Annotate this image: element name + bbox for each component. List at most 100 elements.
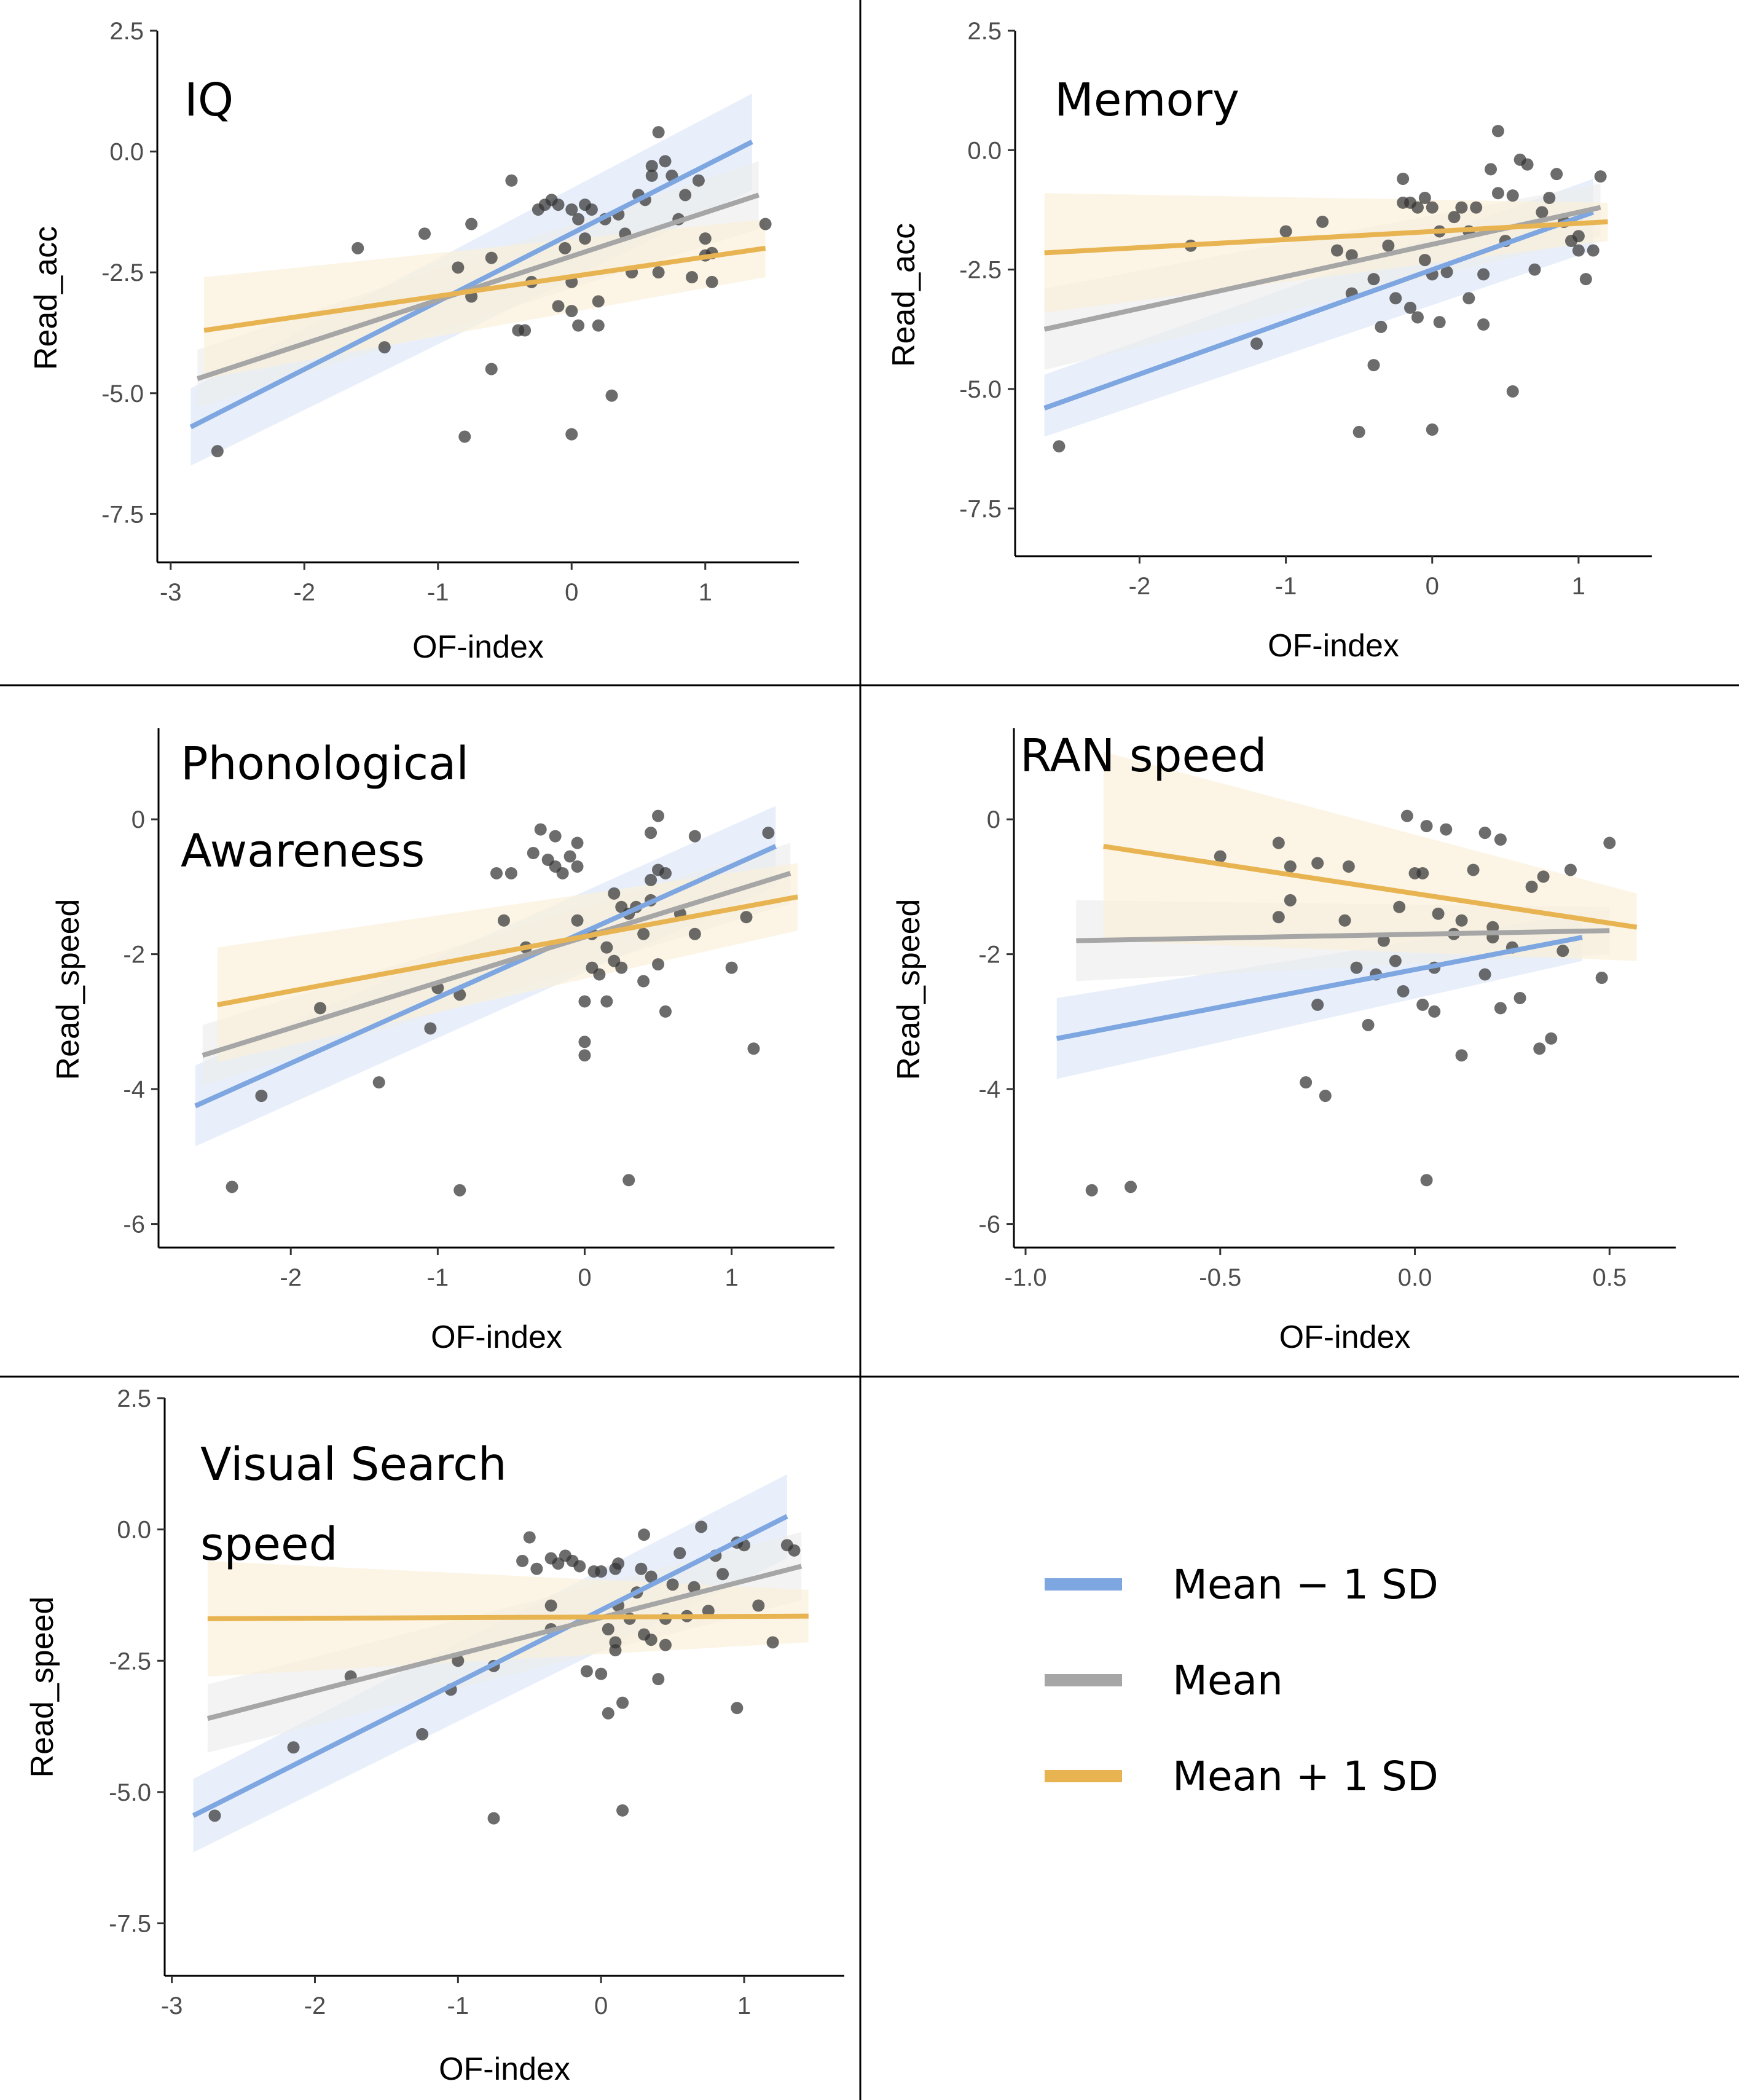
legend: Mean − 1 SD Mean Mean + 1 SD bbox=[1045, 1561, 1439, 1800]
data-point bbox=[1513, 991, 1526, 1004]
data-point bbox=[1579, 273, 1592, 286]
data-point bbox=[1420, 820, 1433, 833]
data-point bbox=[1494, 833, 1507, 846]
data-point bbox=[1564, 863, 1577, 876]
data-point bbox=[1506, 385, 1519, 398]
data-point bbox=[1250, 337, 1263, 350]
data-point bbox=[572, 213, 585, 226]
data-point bbox=[549, 830, 562, 843]
data-point bbox=[530, 1562, 543, 1575]
y-tick-label: -4 bbox=[123, 1076, 145, 1103]
data-point bbox=[1455, 201, 1468, 214]
data-point bbox=[255, 1090, 268, 1103]
panel-iq: 2.5 0.0 -2.5 -5.0 -7.5 -3 -2 -1 0 1 OF-index Read_a… bbox=[28, 18, 799, 665]
data-point bbox=[1330, 244, 1343, 257]
legend-label-mean-plus-1sd: Mean + 1 SD bbox=[1172, 1753, 1439, 1800]
data-point bbox=[652, 958, 665, 971]
y-tick-label: 0 bbox=[987, 806, 1000, 833]
data-point bbox=[1397, 985, 1410, 997]
data-point bbox=[1455, 1049, 1468, 1062]
data-point bbox=[1477, 318, 1490, 331]
regression-line-mean-minus-1sd bbox=[194, 844, 777, 1109]
data-point bbox=[208, 1809, 221, 1822]
panel-phonological-awareness: 0 -2 -4 -6 -2 -1 0 1 OF-index Read_speed Phonologi… bbox=[50, 728, 834, 1355]
data-point bbox=[1375, 320, 1388, 333]
data-point bbox=[602, 1623, 614, 1635]
data-point bbox=[563, 850, 576, 863]
data-point bbox=[1420, 1174, 1433, 1187]
data-point bbox=[1397, 172, 1410, 185]
data-point bbox=[1404, 301, 1417, 314]
data-point bbox=[1426, 423, 1439, 436]
data-point bbox=[688, 927, 701, 940]
y-tick-label: -2.5 bbox=[101, 259, 144, 286]
data-point bbox=[652, 266, 665, 279]
data-point bbox=[1448, 211, 1461, 224]
data-point bbox=[559, 242, 571, 254]
x-tick-label: 1 bbox=[737, 1992, 751, 2019]
data-point bbox=[211, 445, 224, 458]
regression-line-mean-plus-1sd bbox=[207, 1613, 809, 1621]
data-point bbox=[580, 1665, 593, 1678]
data-point bbox=[565, 428, 578, 441]
y-tick-label: -6 bbox=[123, 1211, 145, 1238]
x-tick-label: -1 bbox=[427, 579, 449, 606]
panel-title: IQ bbox=[184, 74, 234, 127]
data-point bbox=[351, 242, 364, 254]
data-point bbox=[673, 1547, 686, 1560]
regression-line-mean-minus-1sd bbox=[1043, 210, 1595, 411]
data-point bbox=[1085, 1184, 1098, 1197]
x-tick-label: -3 bbox=[161, 1992, 183, 2019]
data-point bbox=[1418, 254, 1431, 267]
x-tick-label: 0 bbox=[578, 1264, 591, 1291]
data-point bbox=[544, 1599, 557, 1612]
data-point bbox=[497, 914, 510, 927]
data-point bbox=[705, 275, 718, 288]
data-point bbox=[1494, 1002, 1507, 1015]
data-point bbox=[635, 1562, 648, 1575]
regression-line-mean-plus-1sd bbox=[1044, 219, 1608, 256]
data-point bbox=[1525, 880, 1538, 893]
data-point bbox=[1416, 998, 1429, 1011]
data-point bbox=[759, 218, 772, 230]
x-axis-title: OF-index bbox=[412, 629, 544, 665]
data-point bbox=[702, 1605, 715, 1618]
data-point bbox=[465, 218, 478, 230]
data-point bbox=[1455, 914, 1468, 927]
data-point bbox=[490, 867, 503, 879]
data-point bbox=[1462, 292, 1475, 305]
data-point bbox=[485, 251, 498, 264]
data-point bbox=[645, 169, 658, 182]
data-point bbox=[1587, 244, 1600, 257]
data-point bbox=[565, 203, 578, 216]
data-point bbox=[1528, 263, 1541, 276]
data-point bbox=[1300, 1076, 1313, 1089]
panel-ran-speed: 0 -2 -4 -6-1.0 -0.5 0.0 0.5 OF-index Read_speed R… bbox=[891, 728, 1676, 1355]
data-point bbox=[1284, 860, 1297, 873]
data-point bbox=[1603, 836, 1616, 849]
data-point bbox=[1382, 239, 1395, 252]
y-axis-title: Read_acc bbox=[886, 223, 922, 367]
data-point bbox=[1572, 230, 1585, 243]
data-point bbox=[652, 126, 665, 139]
regression-line-mean bbox=[197, 192, 760, 381]
data-point bbox=[609, 1636, 622, 1649]
data-point bbox=[1440, 265, 1453, 278]
y-tick-label: 0.0 bbox=[967, 137, 1002, 164]
data-point bbox=[552, 199, 565, 211]
data-point bbox=[1467, 863, 1480, 876]
data-point bbox=[485, 363, 498, 376]
data-point bbox=[1416, 867, 1429, 879]
data-point bbox=[1345, 249, 1358, 262]
y-tick-label: 0.0 bbox=[117, 1517, 151, 1544]
data-point bbox=[452, 1654, 465, 1667]
x-tick-label: -3 bbox=[160, 579, 182, 606]
panel-title: speed bbox=[200, 1518, 338, 1571]
data-point bbox=[731, 1702, 744, 1715]
y-tick-label: -7.5 bbox=[109, 1911, 151, 1938]
data-point bbox=[565, 305, 578, 318]
data-point bbox=[692, 174, 705, 187]
data-point bbox=[579, 232, 591, 245]
panel-title: RAN speed bbox=[1020, 729, 1266, 782]
